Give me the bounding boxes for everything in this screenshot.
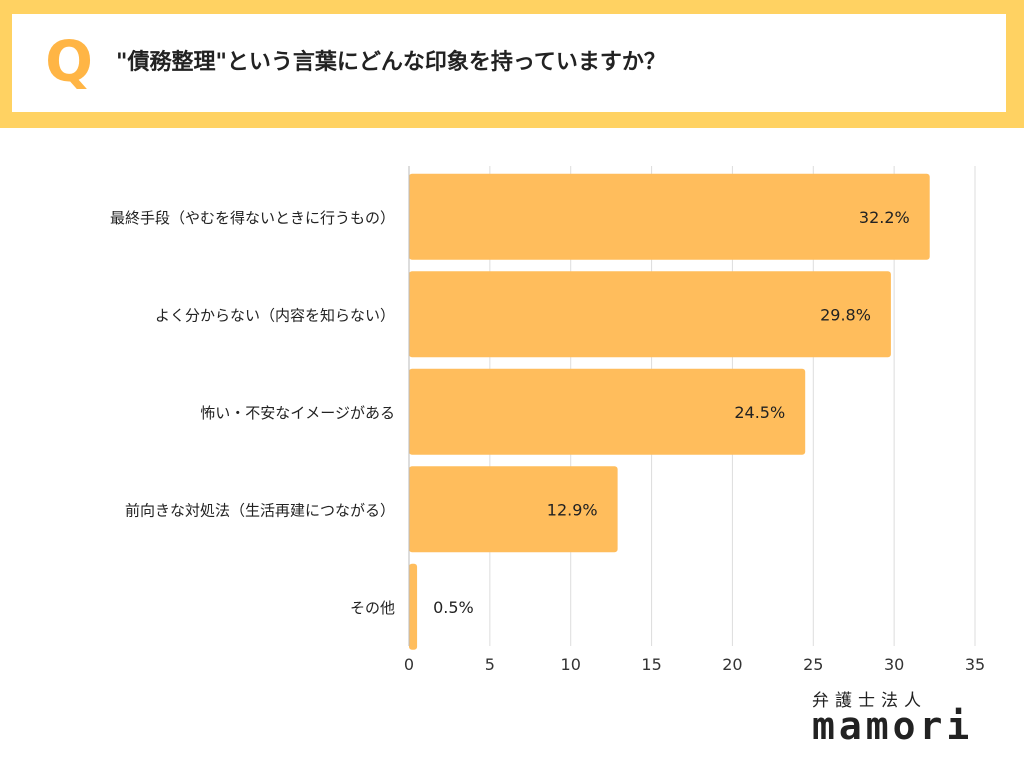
x-tick-label: 5 <box>485 655 495 674</box>
bar <box>409 271 891 358</box>
data-label: 12.9% <box>547 500 598 519</box>
x-tick-label: 15 <box>641 655 661 674</box>
category-label: 怖い・不安なイメージがある <box>200 404 395 422</box>
bar <box>409 368 806 455</box>
data-label: 0.5% <box>433 598 474 617</box>
bar <box>409 173 930 260</box>
data-label: 32.2% <box>859 208 910 227</box>
x-tick-label: 0 <box>404 655 414 674</box>
question-letter-icon: Q <box>45 30 93 95</box>
x-tick-label: 20 <box>722 655 742 674</box>
category-label: 最終手段（やむを得ないときに行うもの） <box>110 209 395 227</box>
logo: 弁護士法人 mamori <box>812 686 1012 756</box>
x-tick-label: 30 <box>884 655 904 674</box>
category-label: 前向きな対処法（生活再建につながる） <box>125 501 395 519</box>
category-label: その他 <box>350 599 395 617</box>
data-label: 29.8% <box>820 305 871 324</box>
question-banner: Q "債務整理"という言葉にどんな印象を持っていますか？ <box>0 0 1024 128</box>
x-tick-label: 35 <box>965 655 985 674</box>
logo-firm-text: 弁護士法人 <box>812 691 927 711</box>
category-label: よく分からない（内容を知らない） <box>155 306 395 324</box>
x-tick-label: 10 <box>561 655 581 674</box>
question-box: Q "債務整理"という言葉にどんな印象を持っていますか？ <box>12 14 1006 112</box>
x-tick-label: 25 <box>803 655 823 674</box>
logo-name-text: mamori <box>812 704 974 748</box>
bar <box>409 466 618 553</box>
bar <box>409 563 418 650</box>
data-label: 24.5% <box>734 403 785 422</box>
question-text: "債務整理"という言葉にどんな印象を持っていますか？ <box>116 50 666 75</box>
